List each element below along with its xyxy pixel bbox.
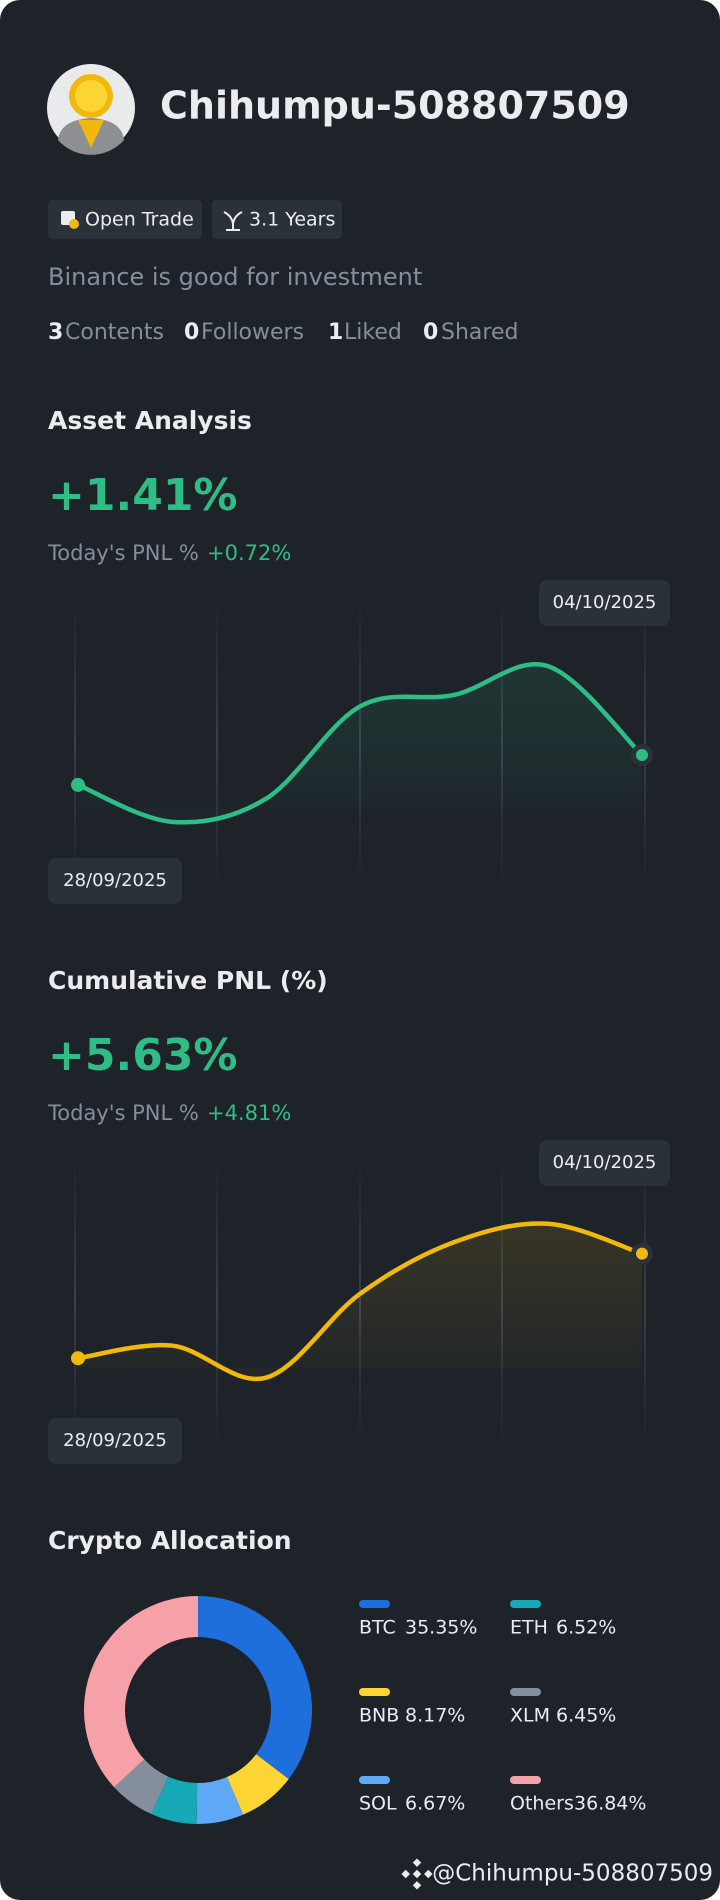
pie-slice — [198, 1596, 313, 1780]
end-point — [636, 1247, 648, 1260]
legend-swatch — [510, 1688, 541, 1696]
legend-swatch — [510, 1776, 541, 1784]
pnl-value: +4.81% — [207, 1101, 291, 1125]
legend-name: SOL — [359, 1793, 397, 1815]
legend-value: 36.84% — [574, 1793, 646, 1815]
end-point — [636, 749, 648, 762]
legend-name: BTC — [359, 1617, 396, 1639]
legend-value: 6.67% — [405, 1793, 465, 1815]
legend-value: 6.45% — [556, 1705, 616, 1727]
stat-value: 3 — [48, 320, 63, 345]
badge-text: Open Trade — [85, 209, 194, 231]
profile-name: Chihumpu-508807509 — [160, 84, 630, 128]
date-label: 04/10/2025 — [553, 1152, 657, 1173]
legend-name: XLM — [510, 1705, 550, 1727]
legend-value: 35.35% — [405, 1617, 477, 1639]
legend-name: BNB — [359, 1705, 399, 1727]
start-point — [71, 1351, 85, 1366]
pie-slice — [151, 1776, 198, 1824]
headline-value: +5.63% — [48, 1030, 238, 1081]
stat-value: 1 — [328, 320, 343, 345]
stat-value: 0 — [184, 320, 199, 345]
legend-value: 8.17% — [405, 1705, 465, 1727]
pie-slice — [226, 1754, 289, 1815]
line — [77, 1221, 643, 1382]
headline-value: +1.41% — [48, 470, 238, 521]
section-title: Crypto Allocation — [48, 1526, 292, 1555]
line-area — [78, 1223, 642, 1379]
plant-icon — [223, 211, 243, 231]
line — [77, 662, 644, 825]
avatar — [47, 64, 135, 155]
stat-label: Contents — [65, 320, 164, 345]
badge-text: 3.1 Years — [249, 209, 335, 231]
pie-slice — [196, 1777, 244, 1824]
legend-value: 6.52% — [556, 1617, 616, 1639]
pnl-value: +0.72% — [207, 541, 291, 565]
stat-label: Liked — [344, 320, 402, 345]
chart-guide — [644, 594, 646, 891]
legend-name: Others — [510, 1793, 574, 1815]
stat-label: Followers — [201, 320, 304, 345]
legend-swatch — [510, 1600, 541, 1608]
pie-slice — [114, 1759, 169, 1815]
date-tag — [539, 580, 670, 626]
stat-value: 0 — [423, 320, 438, 345]
start-point — [71, 777, 85, 792]
legend-swatch — [359, 1776, 390, 1784]
pnl-label: Today's PNL % — [47, 541, 199, 565]
badge-background — [212, 200, 342, 239]
legend-swatch — [359, 1600, 390, 1608]
date-label: 04/10/2025 — [553, 592, 657, 613]
date-label: 28/09/2025 — [63, 1430, 167, 1451]
legend-swatch — [359, 1688, 390, 1696]
legend-name: ETH — [510, 1617, 548, 1639]
date-label: 28/09/2025 — [63, 870, 167, 891]
bio: Binance is good for investment — [48, 263, 422, 291]
date-tag — [539, 1140, 670, 1186]
pie-slice — [84, 1596, 198, 1788]
chart-guide — [74, 1154, 76, 1451]
pnl-label: Today's PNL % — [47, 1101, 199, 1125]
date-tag — [48, 858, 182, 904]
badge-background — [48, 200, 202, 239]
footer: @Chihumpu-508807509 — [432, 1861, 713, 1887]
chart-guide — [74, 594, 76, 891]
stat-label: Shared — [441, 320, 518, 345]
chart-guide — [216, 1154, 218, 1451]
section-title: Cumulative PNL (%) — [48, 966, 328, 995]
date-tag — [48, 1418, 182, 1464]
section-title: Asset Analysis — [48, 406, 252, 435]
trade-icon — [61, 211, 79, 229]
line-area — [78, 664, 642, 823]
chart-guide — [216, 594, 218, 891]
chart-guide — [644, 1154, 646, 1451]
